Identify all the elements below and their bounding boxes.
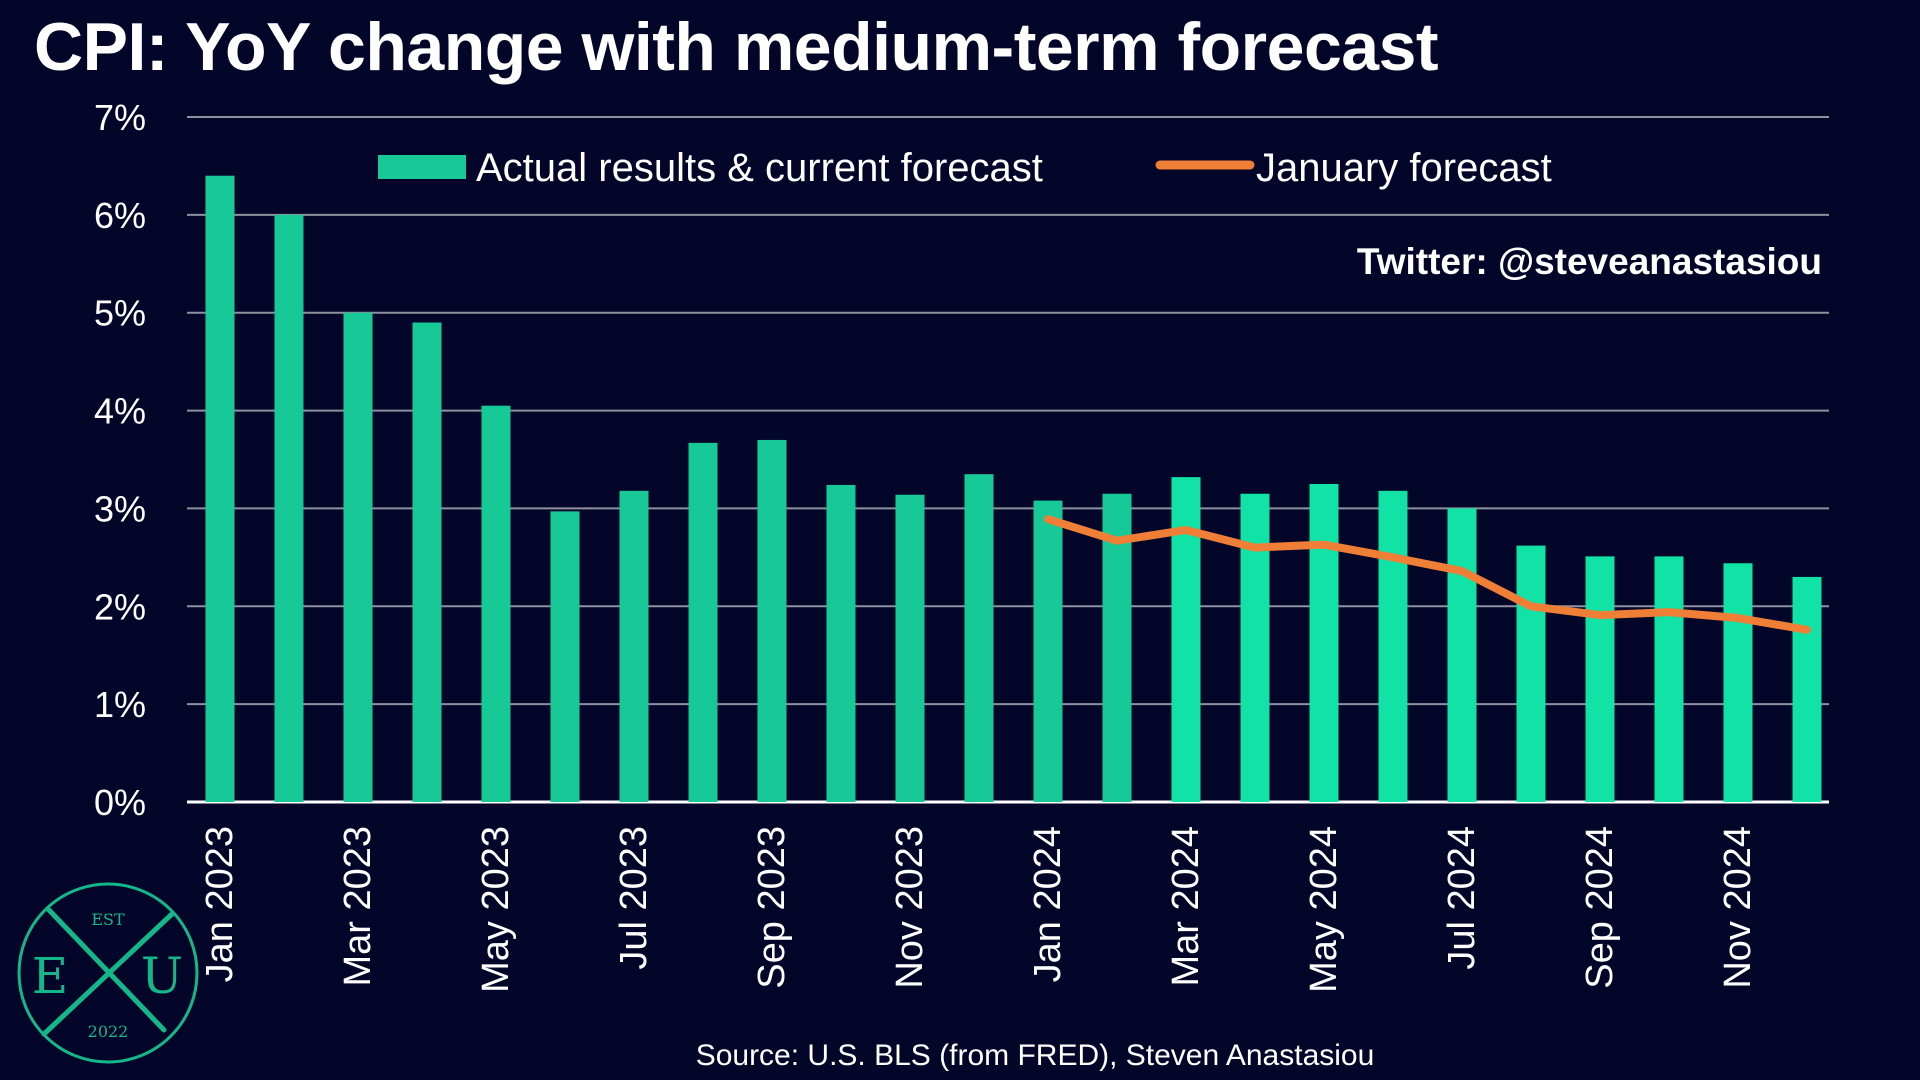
x-tick-label: Sep 2023 bbox=[751, 826, 793, 989]
x-tick-label: Mar 2023 bbox=[337, 826, 379, 987]
y-tick-label: 0% bbox=[94, 782, 146, 823]
bar bbox=[205, 175, 235, 802]
bar bbox=[1378, 490, 1408, 802]
x-tick-label: Nov 2023 bbox=[889, 826, 931, 989]
line-series bbox=[1044, 515, 1811, 634]
legend: Actual results & current forecast Januar… bbox=[378, 146, 1552, 190]
x-axis-ticks: Jan 2023 Mar 2023 May 2023 Jul 2023 Sep 2023… bbox=[199, 826, 1759, 993]
x-tick-label: May 2024 bbox=[1303, 826, 1345, 993]
x-tick-label: May 2023 bbox=[475, 826, 517, 993]
twitter-handle: Twitter: @steveanastasiou bbox=[1357, 241, 1822, 282]
bar-series bbox=[205, 175, 1822, 802]
x-tick-label: Sep 2024 bbox=[1579, 826, 1621, 989]
y-tick-label: 6% bbox=[94, 195, 146, 236]
y-tick-label: 2% bbox=[94, 586, 146, 627]
bar bbox=[274, 214, 304, 802]
y-axis-ticks: 0% 1% 2% 3% 4% 5% 6% 7% bbox=[94, 97, 146, 823]
x-tick-label: Jan 2024 bbox=[1027, 826, 1069, 982]
y-tick-label: 7% bbox=[94, 97, 146, 138]
bar bbox=[1792, 576, 1822, 802]
bar bbox=[1585, 556, 1615, 802]
bar bbox=[1309, 483, 1339, 802]
exu-logo: EST E U 2022 bbox=[17, 882, 199, 1064]
logo-letter-e: E bbox=[32, 947, 69, 1005]
bar bbox=[688, 442, 718, 802]
x-tick-label: Jan 2023 bbox=[199, 826, 241, 982]
january-forecast-line bbox=[1044, 515, 1811, 634]
grid-lines bbox=[187, 116, 1829, 804]
bar bbox=[895, 494, 925, 802]
bar bbox=[550, 511, 580, 802]
y-tick-label: 1% bbox=[94, 684, 146, 725]
legend-label-actual: Actual results & current forecast bbox=[476, 146, 1043, 190]
logo-est: EST bbox=[91, 910, 125, 929]
bar bbox=[619, 490, 649, 802]
bar bbox=[481, 405, 511, 802]
x-tick-label: Jul 2024 bbox=[1441, 826, 1483, 970]
bar bbox=[964, 474, 994, 802]
bar bbox=[1240, 493, 1270, 802]
bar bbox=[412, 322, 442, 802]
legend-bar-swatch bbox=[378, 155, 466, 179]
bar bbox=[757, 439, 787, 802]
bar bbox=[826, 484, 856, 802]
y-tick-label: 3% bbox=[94, 488, 146, 529]
bar bbox=[1447, 508, 1477, 802]
logo-cross-icon bbox=[41, 907, 175, 1037]
bar bbox=[343, 312, 373, 802]
x-tick-label: Mar 2024 bbox=[1165, 826, 1207, 987]
bar bbox=[1033, 500, 1063, 802]
x-tick-label: Nov 2024 bbox=[1717, 826, 1759, 989]
y-tick-label: 5% bbox=[94, 293, 146, 334]
y-tick-label: 4% bbox=[94, 391, 146, 432]
bar bbox=[1654, 556, 1684, 802]
page-title: CPI: YoY change with medium-term forecas… bbox=[34, 9, 1439, 85]
logo-letter-u: U bbox=[141, 947, 183, 1005]
logo-year: 2022 bbox=[88, 1022, 129, 1041]
source-note: Source: U.S. BLS (from FRED), Steven Ana… bbox=[696, 1039, 1375, 1072]
bar bbox=[1516, 545, 1546, 802]
x-tick-label: Jul 2023 bbox=[613, 826, 655, 970]
legend-label-january: January forecast bbox=[1256, 146, 1552, 190]
bar bbox=[1102, 493, 1132, 802]
bar bbox=[1171, 477, 1201, 802]
bar bbox=[1723, 563, 1753, 802]
